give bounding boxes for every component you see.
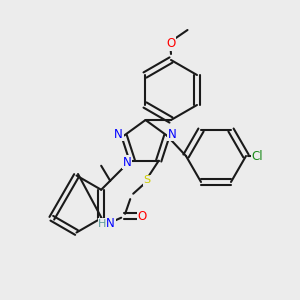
Text: N: N [106, 217, 115, 230]
Text: H: H [98, 219, 106, 229]
Text: N: N [114, 128, 123, 140]
Text: O: O [167, 37, 176, 50]
Text: N: N [122, 156, 131, 169]
Text: Cl: Cl [252, 149, 263, 163]
Text: O: O [138, 210, 147, 223]
Text: N: N [168, 128, 177, 140]
Text: S: S [143, 175, 150, 185]
